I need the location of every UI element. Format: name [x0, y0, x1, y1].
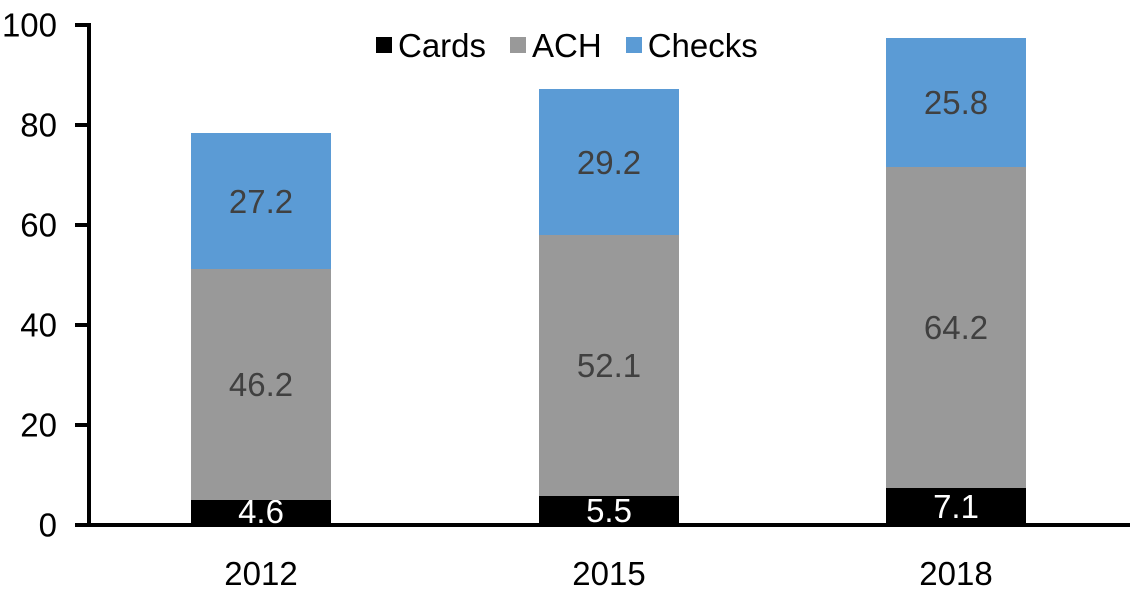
y-axis-tick [75, 223, 87, 227]
bar-value-label: 27.2 [228, 182, 294, 220]
x-axis-label: 2012 [224, 555, 298, 592]
legend-item-cards: Cards [376, 29, 486, 62]
bar-segment-checks: 29.2 [539, 89, 679, 235]
bar-value-label: 5.5 [586, 491, 632, 529]
bar-value-label: 29.2 [576, 143, 642, 181]
bar-segment-checks: 25.8 [886, 38, 1026, 167]
bar-segment-cards: 5.5 [539, 491, 679, 529]
legend-swatch-checks [625, 37, 642, 53]
y-axis-tick [75, 523, 87, 527]
y-axis-tick-label: 80 [20, 106, 57, 144]
y-axis-tick [75, 23, 87, 27]
y-axis-tick-label: 100 [1, 6, 57, 44]
y-axis-tick-label: 0 [38, 506, 57, 544]
legend-item-checks: Checks [625, 26, 758, 64]
legend-label: Checks [647, 26, 758, 64]
x-axis-label: 2015 [572, 555, 646, 592]
bar-value-label: 25.8 [923, 84, 989, 121]
bar-value-label: 7.1 [933, 487, 979, 525]
bar-segment-ach: 64.2 [886, 167, 1026, 488]
y-axis-tick [75, 423, 87, 427]
y-axis-tick-label: 40 [20, 306, 57, 344]
bar-value-label: 52.1 [576, 347, 642, 384]
y-axis-tick [75, 123, 87, 127]
legend-swatch-ach [510, 37, 527, 53]
legend-label: ACH [532, 26, 602, 64]
y-axis-tick-label: 20 [20, 406, 57, 444]
bar-value-label: 46.2 [228, 366, 294, 403]
x-axis-label: 2018 [919, 555, 993, 592]
legend-item-ach: ACH [510, 29, 602, 62]
bar-segment-ach: 46.2 [191, 269, 331, 500]
y-axis-line [87, 23, 91, 527]
bar-segment-checks: 27.2 [191, 133, 331, 269]
y-axis-tick [75, 323, 87, 327]
bar-value-label: 64.2 [923, 309, 989, 346]
bar-value-label: 4.6 [238, 493, 284, 530]
bar-segment-cards: 7.1 [886, 488, 1026, 524]
y-axis-tick-label: 60 [20, 206, 57, 244]
chart-legend: Cards ACH Checks [376, 27, 758, 63]
bar-segment-ach: 52.1 [539, 235, 679, 496]
legend-swatch-cards [376, 37, 392, 53]
bar-segment-cards: 4.6 [191, 495, 331, 528]
legend-label: Cards [398, 26, 487, 64]
x-axis-line [87, 523, 1130, 527]
